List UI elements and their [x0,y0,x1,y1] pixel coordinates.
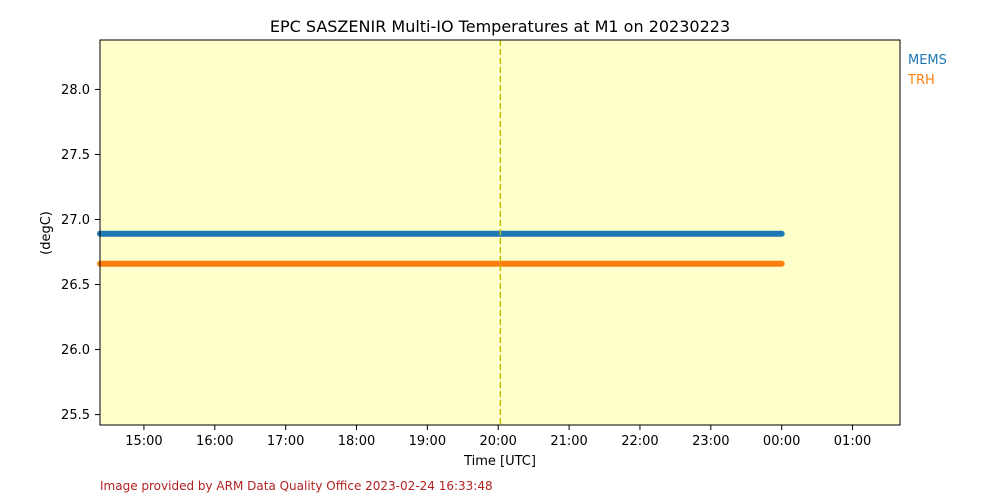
x-tick-label: 20:00 [479,434,516,449]
y-tick-label: 26.5 [61,278,90,293]
legend-entry-trh: TRH [907,73,935,88]
y-tick-label: 27.5 [61,148,90,163]
y-tick-label: 27.0 [61,213,90,228]
x-tick-label: 22:00 [621,434,658,449]
x-tick-label: 01:00 [834,434,871,449]
y-tick-label: 26.0 [61,343,90,358]
plot-frame [99,39,901,426]
x-tick-label: 21:00 [550,434,587,449]
image-credit: Image provided by ARM Data Quality Offic… [100,479,493,493]
y-tick-label: 28.0 [61,83,90,98]
x-tick-label: 23:00 [692,434,729,449]
y-axis-label: (degC) [39,211,54,255]
x-tick-label: 19:00 [409,434,446,449]
x-tick-label: 17:00 [267,434,304,449]
x-tick-label: 18:00 [338,434,375,449]
legend-entry-mems: MEMS [908,53,947,68]
chart-title: EPC SASZENIR Multi-IO Temperatures at M1… [270,17,730,36]
x-axis-label: Time [UTC] [463,454,536,469]
legend: MEMS TRH [907,53,947,88]
x-axis: 15:00 16:00 17:00 18:00 19:00 20:00 21:00 22:00… [125,425,871,449]
y-tick-label: 25.5 [61,408,90,423]
series-layer [97,230,785,267]
x-tick-label: 00:00 [763,434,800,449]
x-tick-label: 16:00 [196,434,233,449]
x-tick-label: 15:00 [125,434,162,449]
y-axis: 25.5 26.0 26.5 27.0 27.5 28.0 [61,83,100,423]
